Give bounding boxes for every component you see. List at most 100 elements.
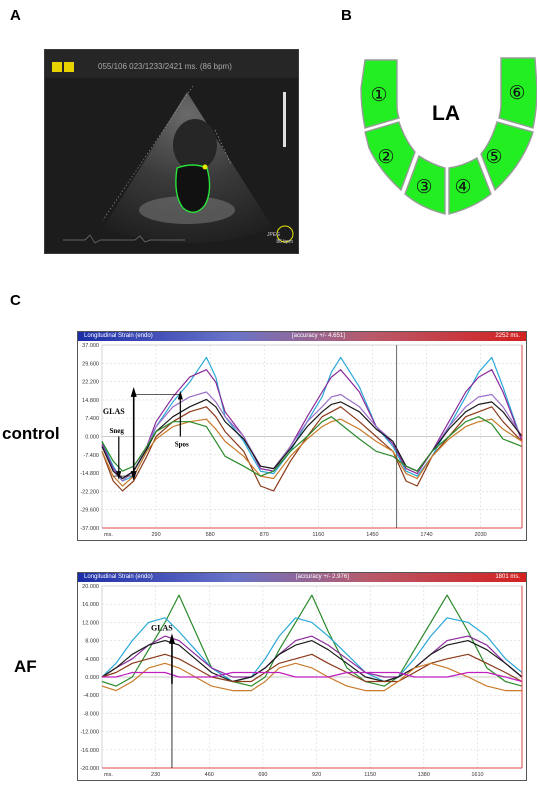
y-tick-label: -20.000 [80, 766, 99, 772]
x-tick-label: 870 [260, 532, 269, 538]
x-tick-label: 1160 [312, 532, 324, 538]
la-segment-number: ① [370, 84, 387, 106]
strain-curve-4 [101, 639, 523, 683]
spos-arrow-head [177, 390, 183, 400]
prev-frame-icon [52, 62, 62, 72]
plot-duration: 2252 ms. [495, 333, 520, 339]
jpeg-label: JPEG [266, 232, 280, 238]
strain-curve-2 [101, 369, 523, 480]
la-segment-diagram: LA ① ②③ ④⑤ ⑥ [360, 57, 537, 215]
y-tick-label: -7.400 [83, 453, 99, 459]
glas-arrow-head-down [130, 471, 137, 482]
x-unit-label: ms. [104, 532, 113, 538]
bpm-indicator-icon [276, 225, 294, 243]
plot-accuracy: [accuracy +/- 2.976] [296, 574, 349, 580]
y-tick-label: 22.200 [82, 380, 99, 386]
la-segment-2 [364, 121, 416, 192]
strain-curve-6 [101, 418, 523, 487]
la-segment-number: ⑥ [508, 82, 525, 104]
y-tick-label: -4.000 [83, 693, 99, 699]
x-unit-label: ms. [104, 772, 113, 778]
y-tick-label: -14.800 [80, 471, 99, 477]
plot-duration: 1801 ms. [495, 574, 520, 580]
echo-header-text: 055/106 023/1233/2421 ms. (86 bpm) [98, 62, 232, 71]
x-tick-label: 1740 [420, 532, 432, 538]
strain-curve-3 [101, 635, 523, 678]
x-tick-label: 1150 [364, 772, 376, 778]
bpm-label: 86 bpm [276, 239, 293, 245]
strain-curve-2 [101, 617, 523, 683]
y-tick-label: 7.400 [85, 416, 99, 422]
scan-line-right [214, 129, 232, 165]
sneg-arrow-head [116, 471, 122, 480]
tracking-point [202, 164, 208, 170]
y-tick-label: 12.000 [82, 620, 99, 626]
la-segment-3 [404, 154, 446, 215]
y-tick-label: 16.000 [82, 602, 99, 608]
strain-plot-af: Longitudinal Strain (endo) [accuracy +/-… [77, 572, 527, 781]
x-tick-label: 690 [258, 772, 267, 778]
strain-curve-7 [101, 416, 523, 477]
echo-header-bar [45, 50, 298, 78]
x-tick-label: 2030 [474, 532, 486, 538]
la-segment-number: ④ [454, 176, 471, 198]
strain-curve-5 [101, 653, 523, 683]
la-tracing [175, 164, 211, 213]
panel-label-a: A [10, 7, 21, 24]
x-tick-label: 290 [151, 532, 160, 538]
panel-label-c: C [10, 292, 21, 309]
x-tick-label: 1610 [471, 772, 483, 778]
la-segment-1 [360, 59, 400, 129]
scan-line-left [102, 85, 194, 221]
la-segment-5 [480, 121, 534, 192]
strain-curve-3 [101, 391, 523, 482]
y-tick-label: 20.000 [82, 584, 99, 590]
y-tick-label: 37.000 [82, 343, 99, 349]
x-tick-label: 920 [312, 772, 321, 778]
row-label-control: control [2, 424, 60, 443]
y-tick-label: 14.800 [82, 398, 99, 404]
x-tick-label: 1380 [418, 772, 430, 778]
y-tick-label: 0.000 [85, 675, 99, 681]
ventricle-cavity [173, 119, 217, 171]
row-label-af: AF [14, 657, 37, 676]
la-segment-number: ⑤ [485, 146, 502, 168]
y-tick-label: -8.000 [83, 711, 99, 717]
echo-image: 055/106 023/1233/2421 ms. (86 bpm) JPEG … [44, 49, 299, 254]
la-title: LA [432, 102, 460, 125]
glas-label: GLAS [103, 407, 125, 416]
plot-title: Longitudinal Strain (endo) [84, 333, 153, 339]
sneg-label: Sneg [109, 427, 124, 435]
y-tick-label: -29.600 [80, 508, 99, 514]
panel-label-b: B [341, 7, 352, 24]
x-tick-label: 580 [206, 532, 215, 538]
ecg-trace [63, 234, 185, 244]
x-tick-label: 460 [205, 772, 214, 778]
x-tick-label: 1450 [366, 532, 378, 538]
plot-title: Longitudinal Strain (endo) [84, 574, 153, 580]
y-tick-label: -16.000 [80, 748, 99, 754]
la-segment-number: ② [377, 146, 394, 168]
gray-scale-bar [283, 92, 286, 147]
la-segment-number: ③ [415, 176, 432, 198]
glas-label: GLAS [151, 624, 173, 633]
glas-arrow-head-up [168, 633, 175, 644]
strain-curve-1 [101, 594, 523, 687]
la-segment-4 [448, 156, 492, 215]
plot-title-bar [78, 332, 526, 341]
spos-label: Spos [175, 440, 189, 448]
y-tick-label: 0.000 [85, 435, 99, 441]
y-tick-label: 29.600 [82, 361, 99, 367]
strain-chart-control: 37.000 29.600 22.200 14.800 7.400 0.000 -7.400… [80, 343, 523, 538]
la-segment-6 [498, 57, 537, 129]
y-tick-label: -12.000 [80, 730, 99, 736]
plot-title-bar [78, 573, 526, 582]
strain-chart-af: 20.000 16.000 12.000 8.000 4.000 0.000 -4.000 -… [80, 584, 523, 778]
plot-accuracy: [accuracy +/- 4.651] [292, 333, 345, 339]
strain-plot-control: Longitudinal Strain (endo) [accuracy +/-… [77, 331, 527, 541]
x-tick-label: 230 [151, 772, 160, 778]
strain-curve-6 [101, 662, 522, 692]
strain-curve-7 [102, 671, 523, 683]
y-tick-label: 4.000 [85, 657, 99, 663]
y-tick-label: -37.000 [80, 526, 99, 532]
